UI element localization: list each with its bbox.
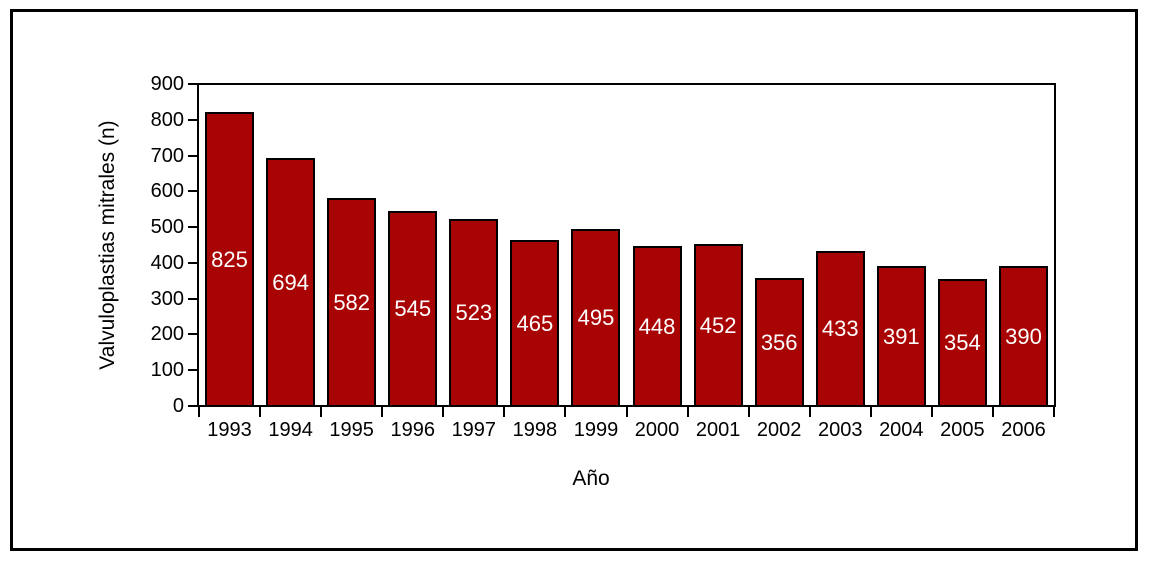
y-tick-label: 800 xyxy=(150,108,184,131)
bar-1995: 582 xyxy=(327,198,377,405)
bar-value-label: 391 xyxy=(882,323,920,349)
bar-1996: 545 xyxy=(388,211,438,405)
plot-area: 825 694 582 545 523 465 495 448 452 356 433 391 354 3… xyxy=(197,83,1056,407)
bar-value-label: 523 xyxy=(455,300,493,325)
x-tick xyxy=(320,407,323,417)
bar-1998: 465 xyxy=(510,240,560,405)
y-tick xyxy=(188,261,197,264)
bar-2002: 356 xyxy=(754,278,804,405)
x-tick xyxy=(808,407,811,417)
y-tick xyxy=(188,154,197,157)
bar-value-label: 448 xyxy=(638,313,676,339)
y-tick xyxy=(188,118,197,121)
y-tick xyxy=(188,333,197,336)
x-tick xyxy=(259,407,262,417)
x-axis-title: Año xyxy=(572,467,610,490)
bar-value-label: 390 xyxy=(1005,323,1042,349)
bar-2001: 452 xyxy=(693,244,743,405)
x-tick-label-1997: 1997 xyxy=(451,419,497,441)
x-tick xyxy=(686,407,689,417)
x-tick-label-2003: 2003 xyxy=(817,419,863,441)
x-tick xyxy=(442,407,445,417)
bar-value-label: 465 xyxy=(516,310,554,336)
x-tick xyxy=(747,407,750,417)
y-tick xyxy=(188,369,197,372)
bar-2004: 391 xyxy=(876,266,926,405)
bar-value-label: 582 xyxy=(333,289,371,315)
x-tick xyxy=(869,407,872,417)
bar-1999: 495 xyxy=(571,229,621,405)
y-tick-label: 300 xyxy=(150,287,184,310)
x-tick xyxy=(625,407,628,417)
y-tick xyxy=(188,297,197,300)
x-tick-label-2005: 2005 xyxy=(940,419,985,441)
y-tick-label: 200 xyxy=(150,323,184,346)
y-tick xyxy=(188,405,197,407)
bar-2005: 354 xyxy=(937,279,987,405)
bar-value-label: 694 xyxy=(272,269,309,295)
x-tick xyxy=(991,407,994,417)
y-tick xyxy=(188,190,197,193)
x-tick xyxy=(1053,407,1055,417)
x-tick xyxy=(930,407,933,417)
bar-1994: 694 xyxy=(266,158,316,405)
y-tick-label: 0 xyxy=(172,395,184,417)
bar-value-label: 354 xyxy=(944,330,981,355)
x-tick xyxy=(503,407,506,417)
bar-value-label: 545 xyxy=(394,296,432,321)
x-tick-label-1993: 1993 xyxy=(207,419,252,441)
bar-2006: 390 xyxy=(998,266,1048,405)
y-axis-title: Valvuloplastias mitrales (n) xyxy=(96,120,119,370)
y-tick-label: 400 xyxy=(150,251,184,274)
x-tick-label-1998: 1998 xyxy=(512,419,558,441)
x-tick-label-2001: 2001 xyxy=(695,419,741,441)
x-tick-label-2006: 2006 xyxy=(1001,419,1046,441)
bar-2003: 433 xyxy=(815,251,865,405)
x-tick-label-2000: 2000 xyxy=(634,419,680,441)
y-tick xyxy=(188,83,197,85)
x-tick-label-2004: 2004 xyxy=(879,419,924,441)
bar-value-label: 495 xyxy=(577,305,615,330)
bar-value-label: 452 xyxy=(699,312,737,338)
x-tick xyxy=(381,407,384,417)
y-tick-label: 100 xyxy=(150,359,184,382)
y-tick-label: 500 xyxy=(150,216,184,239)
bar-value-label: 433 xyxy=(821,316,859,341)
x-tick xyxy=(564,407,567,417)
bar-2000: 448 xyxy=(632,246,682,405)
bar-value-label: 356 xyxy=(760,329,798,355)
bar-1997: 523 xyxy=(449,219,499,405)
y-tick-label: 700 xyxy=(150,144,184,167)
y-tick-label: 600 xyxy=(150,180,184,203)
bar-1993: 825 xyxy=(205,112,255,405)
x-tick xyxy=(198,407,200,417)
y-tick-label: 900 xyxy=(150,73,184,95)
x-tick-label-1995: 1995 xyxy=(329,419,374,441)
x-tick-label-2002: 2002 xyxy=(756,419,802,441)
x-tick-label-1996: 1996 xyxy=(390,419,435,441)
bar-value-label: 825 xyxy=(211,246,248,272)
y-tick xyxy=(188,226,197,229)
x-tick-label-1994: 1994 xyxy=(268,419,313,441)
x-tick-label-1999: 1999 xyxy=(573,419,619,441)
